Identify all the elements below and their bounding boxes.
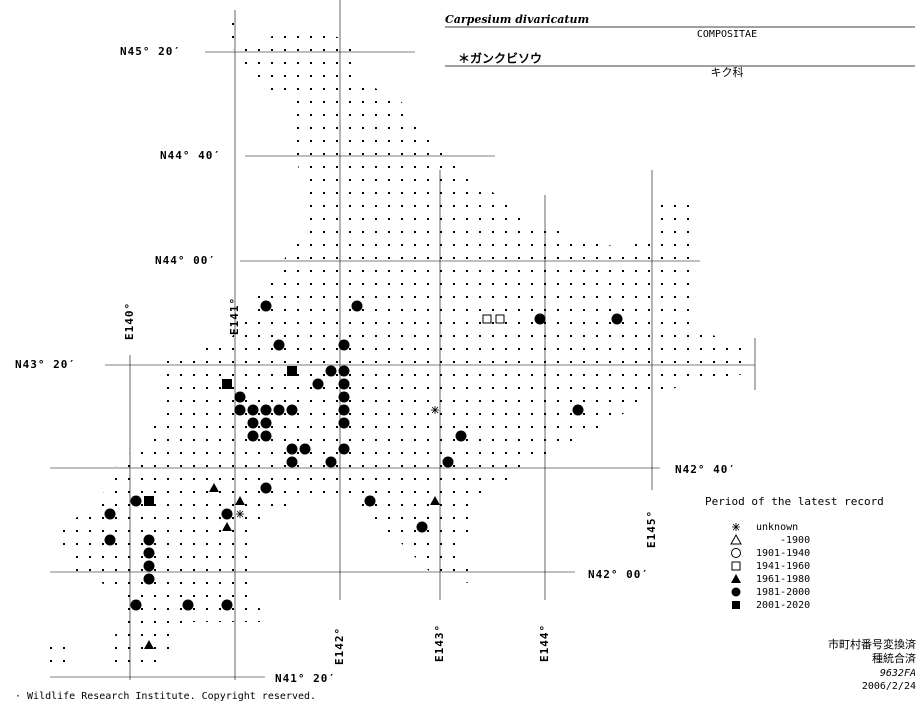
japanese-name: ＊ガンクビソウ [458,51,542,66]
family-name: COMPOSITAE [697,29,757,40]
lon-label: E145° [645,510,658,548]
legend-label: -1900 [780,535,810,546]
lat-label: N44° 40′ [160,149,221,162]
lon-label: E140° [123,302,136,340]
records [104,300,623,649]
lon-label: E144° [538,624,551,662]
graticule [50,0,756,680]
footer: · Wildlife Research Institute. Copyright… [15,691,316,702]
survey-grid [60,12,745,668]
legend-label: 2001-2020 [756,600,810,611]
lat-label: N41° 20′ [275,672,336,685]
legend-symbol [731,574,741,583]
lat-label: N43° 20′ [15,358,76,371]
lon-label: E143° [433,624,446,662]
lat-label: N44° 00′ [155,254,216,267]
lon-label: E142° [333,627,346,665]
legend: Period of the latest record unknown -190… [705,495,884,611]
note: 9632FA [880,668,916,679]
legend-label: 1941-1960 [756,561,810,572]
family-japanese: キク科 [711,65,744,79]
legend-label: 1981-2000 [756,587,810,598]
header: Carpesium divaricatum COMPOSITAE ＊ガンクビソウ… [445,13,915,79]
lat-label: N42° 00′ [588,568,649,581]
survey-grid-south [50,636,75,662]
legend-symbol [732,523,740,531]
legend-label: unknown [756,522,798,533]
legend-symbol [732,601,740,609]
lat-label: N42° 40′ [675,463,736,476]
lon-label: E141° [228,297,241,335]
lat-label: N45° 20′ [120,45,181,58]
legend-label: 1901-1940 [756,548,810,559]
notes: 市町村番号変換済 種統合済 9632FA 2006/2/24 [828,637,916,692]
legend-symbol [731,587,741,597]
note: 2006/2/24 [862,681,916,692]
legend-title: Period of the latest record [705,495,884,508]
legend-symbol [731,561,741,571]
legend-symbol [730,533,742,545]
species-name: Carpesium divaricatum [445,13,589,26]
legend-label: 1961-1980 [756,574,810,585]
note: 種統合済 [872,651,916,665]
legend-symbol [731,548,741,558]
note: 市町村番号変換済 [828,637,916,651]
